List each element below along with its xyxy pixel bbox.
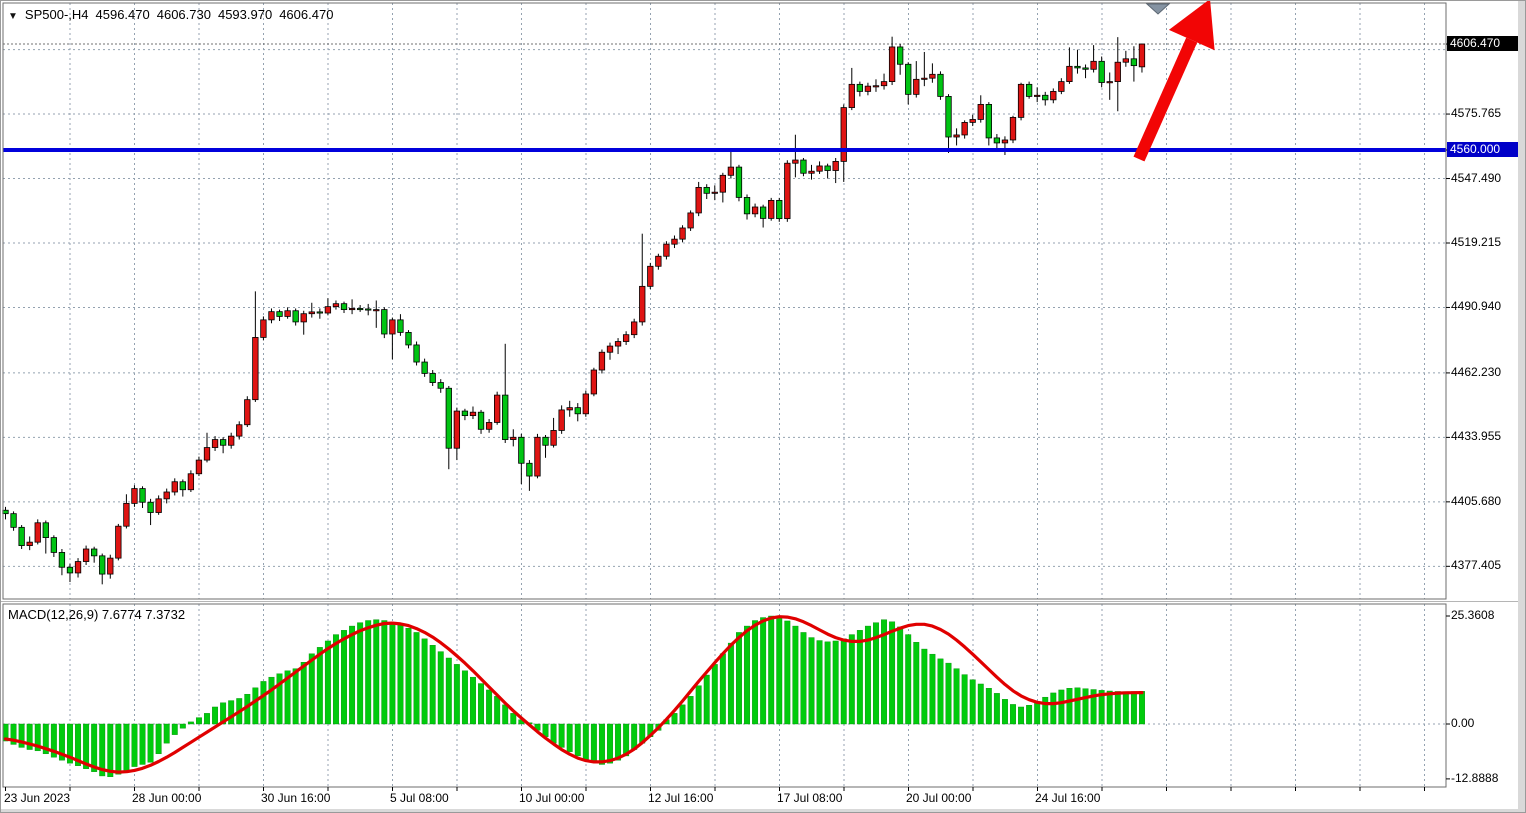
- macd-axis-label: 25.3608: [1451, 608, 1495, 622]
- macd-signal-line: [3, 615, 1144, 774]
- last-price-label: 4606.470: [1447, 36, 1525, 51]
- price-axis-label: 4547.490: [1451, 171, 1502, 185]
- arrow-up-annotation[interactable]: [1133, 1, 1215, 162]
- chevron-down-icon[interactable]: ▼: [8, 11, 18, 22]
- high-value: 4606.730: [156, 7, 211, 22]
- macd-axis-label: 0.00: [1451, 716, 1475, 730]
- symbol-period-label: SP500-,H4: [24, 7, 89, 22]
- time-axis-label: 24 Jul 16:00: [1035, 791, 1101, 805]
- time-axis-label: 30 Jun 16:00: [261, 791, 331, 805]
- price-axis-label: 4519.215: [1451, 235, 1502, 249]
- time-axis-label: 12 Jul 16:00: [648, 791, 714, 805]
- macd-axis-label: -12.8888: [1451, 771, 1499, 785]
- price-axis-label: 4433.955: [1451, 429, 1502, 443]
- price-axis-label: 4405.680: [1451, 494, 1502, 508]
- price-axis-label: 4377.405: [1451, 558, 1502, 572]
- panel-frames: [2, 2, 1447, 788]
- window-bottom-edge: [1, 809, 1525, 812]
- close-value: 4606.470: [279, 7, 334, 22]
- time-axis-label: 20 Jul 00:00: [906, 791, 972, 805]
- time-axis-label: 10 Jul 00:00: [519, 791, 585, 805]
- time-axis-label: 23 Jun 2023: [4, 791, 71, 805]
- window-right-edge: [1518, 1, 1525, 812]
- scroll-marker-icon[interactable]: [1145, 3, 1171, 15]
- macd-indicator-label: MACD(12,26,9) 7.6774 7.3732: [8, 607, 186, 622]
- time-axis-label: 5 Jul 08:00: [390, 791, 449, 805]
- level-price-label: 4560.000: [1447, 142, 1525, 157]
- axis-ticks: [5, 43, 1450, 791]
- time-axis-label: 17 Jul 08:00: [777, 791, 843, 805]
- price-axis-label: 4490.940: [1451, 299, 1502, 313]
- price-axis-label: 4462.230: [1451, 365, 1502, 379]
- time-axis-label: 28 Jun 00:00: [132, 791, 202, 805]
- chart-title: ▼ SP500-,H4 4596.470 4606.730 4593.970 4606.4…: [8, 7, 340, 22]
- open-value: 4596.470: [95, 7, 150, 22]
- candlestick-series: [2, 36, 1146, 585]
- low-value: 4593.970: [217, 7, 273, 22]
- price-axis-label: 4575.765: [1451, 106, 1502, 120]
- macd-histogram: [2, 615, 1145, 778]
